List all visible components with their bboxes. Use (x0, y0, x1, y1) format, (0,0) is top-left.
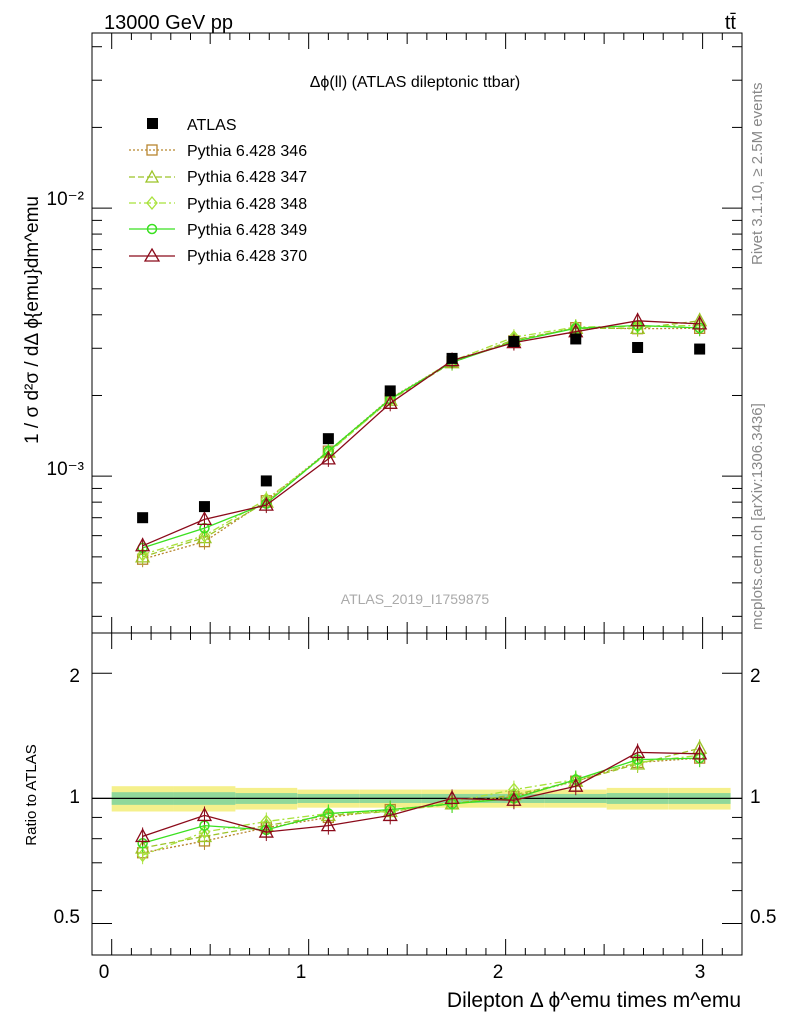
ratio-point-p348 (198, 825, 211, 840)
legend-label-370: Pythia 6.428 370 (187, 248, 307, 265)
ratio-ytick-label-right-0p5: 0.5 (750, 907, 776, 928)
xtick-label-3: 3 (695, 962, 706, 983)
legend-marker-346 (146, 144, 158, 156)
data-point-atlas (137, 512, 149, 524)
legend-marker-349 (146, 223, 158, 235)
series-line-p347 (142, 320, 700, 558)
ratio-point-p370 (135, 828, 151, 843)
ratio-series-layer (135, 739, 708, 865)
series-line-p370 (142, 320, 700, 547)
data-point-p370 (630, 312, 646, 327)
ratio-ytick-label-2: 2 (69, 666, 80, 687)
data-point-p370 (382, 394, 398, 409)
legend-label-349: Pythia 6.428 349 (187, 222, 307, 239)
ratio-point-p370 (320, 817, 336, 832)
legend-label-348: Pythia 6.428 348 (187, 196, 307, 213)
x-axis-label: Dilepton Δ ϕ^emu times m^emu (447, 989, 741, 1012)
ratio-point-p370 (444, 790, 460, 805)
xtick-label-1: 1 (296, 962, 307, 983)
process-label: tt̄ (725, 12, 737, 34)
xtick-label-2: 2 (493, 962, 504, 983)
ratio-point-p370 (258, 823, 274, 838)
main-ylabel: 1 / σ d²σ / dΔ ϕ{emu}dm^emu (22, 196, 43, 444)
chart-title: Δϕ(ll) (ATLAS dileptonic ttbar) (310, 74, 521, 91)
ratio-point-p370 (196, 807, 213, 822)
main-ytick-label-1e-3: 10⁻³ (47, 459, 85, 480)
data-point-atlas (260, 475, 272, 487)
legend-marker-atlas (147, 118, 158, 129)
data-point-p370 (692, 315, 708, 330)
data-point-atlas (384, 385, 396, 397)
ratio-plot-frame (91, 632, 743, 956)
ratio-ytick-label-0p5: 0.5 (54, 907, 80, 928)
data-point-atlas (198, 501, 210, 513)
ratio-point-p370 (630, 744, 646, 759)
data-point-p370 (320, 450, 336, 465)
legend: ATLAS Pythia 6.428 346 Pythia 6.428 347 … (129, 117, 307, 265)
xtick-label-0: 0 (99, 962, 110, 983)
main-axis-ticks (91, 33, 743, 633)
series-line-p348 (142, 324, 700, 556)
ratio-point-p370 (382, 807, 398, 822)
ratio-point-p370 (692, 745, 708, 760)
main-ytick-label-1e-2: 10⁻² (47, 189, 85, 210)
data-point-atlas (570, 333, 582, 345)
ratio-point-p370 (506, 791, 522, 806)
legend-marker-348 (146, 195, 158, 211)
ratio-ytick-label-right-1: 1 (750, 787, 761, 808)
ratio-point-p348 (136, 848, 149, 863)
data-point-p348 (136, 547, 149, 562)
legend-label-346: Pythia 6.428 346 (187, 143, 307, 160)
main-series-layer (135, 312, 708, 568)
ratio-point-p347 (196, 828, 213, 843)
data-point-p370 (258, 496, 274, 511)
legend-marker-370 (143, 247, 161, 262)
ratio-line-p347 (142, 747, 700, 849)
ratio-ylabel: Ratio to ATLAS (23, 744, 40, 845)
data-point-p370 (196, 511, 213, 526)
ratio-point-p370 (568, 777, 584, 792)
analysis-watermark: ATLAS_2019_I1759875 (341, 591, 490, 607)
ratio-axis-ticks (91, 633, 743, 955)
data-point-atlas (632, 341, 644, 353)
data-point-p348 (198, 528, 211, 543)
data-point-atlas (322, 433, 334, 445)
data-point-p370 (135, 537, 151, 552)
rivet-label: Rivet 3.1.10, ≥ 2.5M events (749, 83, 766, 266)
series-line-p346 (142, 327, 700, 560)
data-point-atlas (446, 352, 458, 364)
data-point-atlas (694, 343, 706, 355)
mcplots-label: mcplots.cern.ch [arXiv:1306.3436] (749, 403, 766, 630)
ratio-ytick-label-1: 1 (69, 787, 80, 808)
ratio-line-p370 (142, 751, 700, 838)
legend-label-347: Pythia 6.428 347 (187, 169, 307, 186)
data-point-atlas (508, 335, 520, 347)
ratio-ytick-label-right-2: 2 (750, 666, 761, 687)
legend-label-atlas: ATLAS (187, 117, 237, 134)
legend-marker-347 (144, 169, 160, 183)
energy-label: 13000 GeV pp (104, 12, 233, 34)
